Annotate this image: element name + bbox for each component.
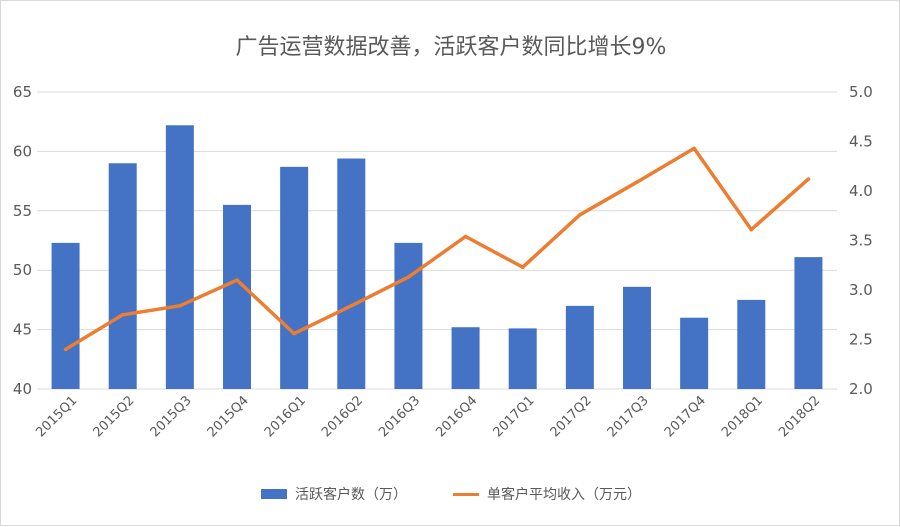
legend-swatch-line <box>453 492 479 496</box>
legend-label-line: 单客户平均收入（万元） <box>487 487 641 503</box>
x-tick-label: 2015Q4 <box>205 393 252 440</box>
bar <box>337 158 366 389</box>
line-point <box>578 212 582 217</box>
y-left-tick-label: 60 <box>13 142 32 160</box>
line-point <box>63 347 68 352</box>
line-point <box>749 227 754 232</box>
line-point <box>406 275 411 279</box>
line-point <box>520 265 525 270</box>
bar <box>680 317 709 389</box>
y-right-tick-label: 3.5 <box>849 232 873 250</box>
y-right-tick-label: 5.0 <box>849 83 873 101</box>
x-tick-label: 2017Q3 <box>605 393 652 440</box>
bar <box>451 327 480 389</box>
x-tick-label: 2016Q2 <box>319 393 366 440</box>
bar <box>394 242 423 389</box>
y-left-tick-label: 50 <box>13 261 32 279</box>
line-series <box>63 146 811 352</box>
legend-label-bar: 活跃客户数（万） <box>295 487 407 503</box>
bar <box>165 125 194 389</box>
x-tick-label: 2018Q1 <box>719 393 766 440</box>
line-point <box>806 177 811 181</box>
bar <box>280 166 309 389</box>
y-right-tick-label: 4.0 <box>849 182 873 200</box>
line-point <box>178 304 182 308</box>
bar <box>508 328 537 389</box>
line-point <box>235 278 239 282</box>
x-tick-label: 2015Q1 <box>33 393 80 440</box>
y-left-tick-label: 40 <box>13 380 32 398</box>
line-point <box>349 304 354 308</box>
line-point <box>463 234 468 239</box>
x-tick-label: 2015Q3 <box>148 393 195 440</box>
bar <box>223 204 251 389</box>
x-tick-label: 2016Q1 <box>262 393 309 440</box>
x-tick-label: 2016Q3 <box>376 393 423 440</box>
bar <box>108 163 137 389</box>
y-right-tick-label: 4.5 <box>849 133 873 151</box>
line-point <box>120 312 125 317</box>
y-right-tick-label: 2.5 <box>849 331 873 349</box>
line-point <box>692 146 696 151</box>
legend-item-line: 单客户平均收入（万元） <box>453 484 641 504</box>
line-point <box>635 180 639 184</box>
bar <box>565 305 594 389</box>
y-left-tick-label: 45 <box>13 321 32 339</box>
y-left-tick-label: 65 <box>13 83 32 101</box>
chart-title: 广告运营数据改善，活跃客户数同比增长9% <box>235 35 667 60</box>
legend: 活跃客户数（万） 单客户平均收入（万元） <box>1 484 900 504</box>
bar <box>623 286 651 389</box>
x-tick-label: 2015Q2 <box>90 393 137 440</box>
bar <box>794 257 823 389</box>
bar <box>51 242 80 389</box>
x-tick-label: 2017Q2 <box>548 393 595 440</box>
x-tick-label: 2017Q4 <box>662 393 709 440</box>
legend-swatch-bar <box>261 489 287 499</box>
x-tick-label: 2018Q2 <box>776 393 823 440</box>
y-left-tick-label: 55 <box>13 202 32 220</box>
x-tick-label: 2016Q4 <box>433 393 480 440</box>
y-right-tick-label: 3.0 <box>849 281 873 299</box>
legend-item-bar: 活跃客户数（万） <box>261 484 407 504</box>
x-tick-label: 2017Q1 <box>490 393 537 440</box>
y-right-tick-label: 2.0 <box>849 380 873 398</box>
bar <box>737 299 766 389</box>
line-point <box>292 331 296 336</box>
